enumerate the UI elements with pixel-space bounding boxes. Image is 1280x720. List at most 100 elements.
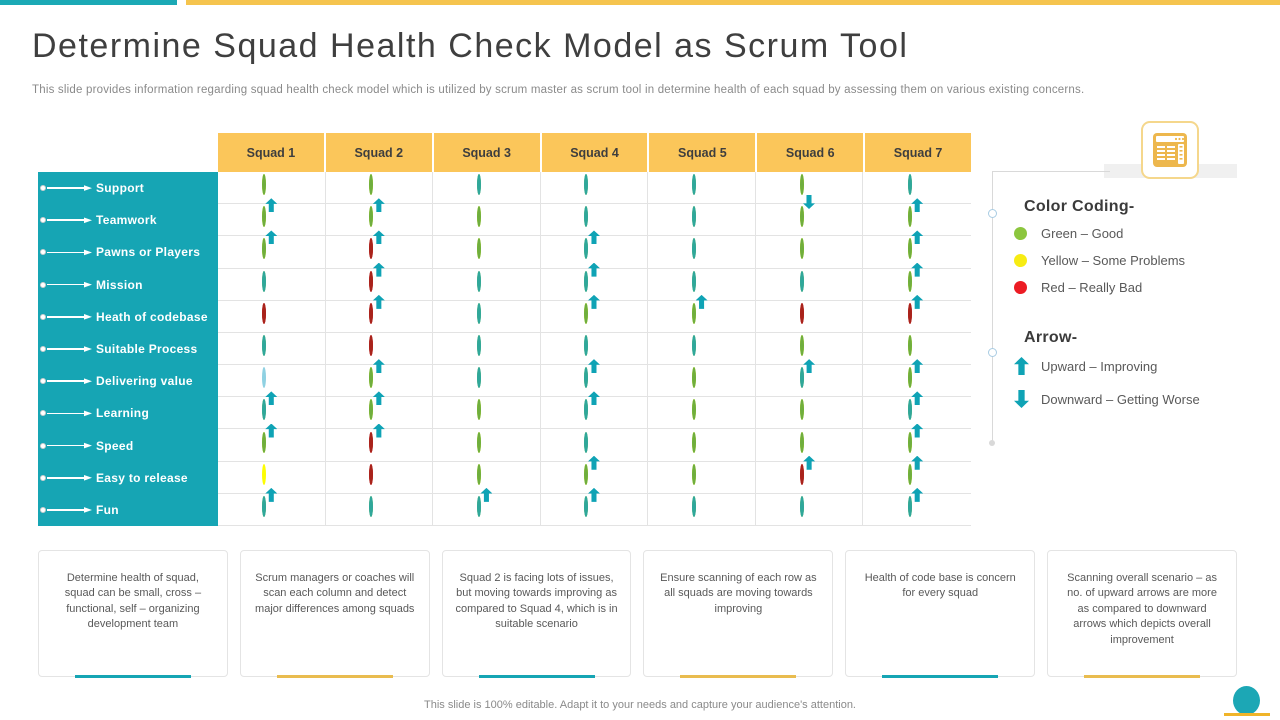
arrow-glyph [1014,357,1029,375]
page-title: Determine Squad Health Check Model as Sc… [32,27,909,65]
table-cell [540,391,649,430]
arrow-right-icon [38,313,96,321]
arrow-head [84,185,92,191]
row-label-text: Heath of codebase [96,309,208,324]
status-dot-green [907,495,912,517]
status-dot-yellow [476,206,481,228]
table-cell [755,236,864,269]
table-cell [755,204,864,237]
connector-end-dot [989,440,995,446]
status-dot-wrap [692,174,711,199]
connector-ring-icon [988,209,997,218]
table-cell [648,236,756,269]
card-accent-bar [680,675,797,678]
status-dot-wrap [476,302,496,328]
status-dot-yellow [369,399,374,421]
legend-item-label: Yellow – Some Problems [1041,253,1186,268]
arrow-dot [40,249,46,256]
arrow-line [47,187,84,189]
row-label: Learning [38,397,218,429]
subtitle: This slide provides information regardin… [32,84,1085,96]
status-dot-wrap [584,431,603,457]
arrow-line [47,380,84,382]
column-header: Squad 1 [218,133,324,172]
insight-card-text: Squad 2 is facing lots of issues, but mo… [455,572,618,631]
row-label-text: Speed [96,438,134,453]
arrow-dot [40,378,46,385]
status-dot-wrap [369,262,388,296]
status-dot-wrap [261,230,281,263]
status-dot-green [584,399,589,421]
legend-connector-vertical [992,171,993,444]
row-label: Heath of codebase [38,301,218,333]
down-arrow-icon [1014,390,1029,408]
status-dot-wrap [907,359,927,392]
row-label: Delivering value [38,365,218,397]
status-dot-wrap [261,367,281,392]
status-dot-wrap [799,455,819,489]
status-dot-wrap [369,334,388,360]
status-dot-wrap [584,487,603,521]
status-dot-wrap [907,487,927,521]
status-dot-yellow [799,238,804,260]
status-dot-wrap [799,431,819,457]
status-dot-wrap [907,294,927,328]
status-dot-green [907,174,912,196]
status-dot-yellow [369,367,374,389]
table-cell [540,172,649,205]
arrow-heading: Arrow- [1024,329,1078,346]
arrow-head [84,442,92,449]
table-cell [755,455,864,494]
status-dot-wrap [907,391,927,424]
card-accent-bar [478,675,595,678]
arrow-legend-items: Upward – Improving Downward – Getting Wor… [1006,357,1272,408]
status-dot-yellow [692,399,697,421]
legend-item-label: Red – Really Bad [1041,280,1143,295]
status-dot-wrap [584,334,603,360]
table-cell [433,236,541,269]
status-dot-green [476,495,481,517]
arrow-head [84,249,92,256]
legend-color-item: Green – Good [1014,226,1272,241]
status-dot-wrap [476,334,496,360]
status-dot-wrap [476,206,496,231]
status-dot-wrap [907,230,927,263]
status-dot-green [584,206,589,228]
status-dot-yellow [692,302,697,324]
status-dot-green [692,270,697,292]
row-label-text: Learning [96,406,150,421]
arrow-dot [40,346,46,353]
row-label: Speed [38,430,218,462]
table-cell [648,429,756,462]
row-label: Mission [38,269,218,301]
status-dot-yellow [907,206,912,228]
status-dot-wrap [799,270,819,296]
status-dot-wrap [584,294,603,328]
legend-item-label: Downward – Getting Worse [1041,391,1200,407]
status-dot-green [692,334,697,356]
arrow-head [84,314,92,320]
status-dot-wrap [261,302,281,328]
arrow-dot [40,281,46,288]
table-cell [540,487,649,526]
status-dot-wrap [369,463,388,489]
row-label: Easy to release [38,462,218,494]
status-dot-wrap [476,463,496,489]
arrow-right-icon [38,345,96,353]
status-dot-wrap [261,270,281,296]
table-cell [218,300,326,333]
table-cell [648,493,756,526]
arrow-right-icon [38,442,96,450]
arrow-line [47,509,84,511]
status-dot-red [907,302,912,324]
status-dot-green [692,206,697,228]
arrow-right-icon [38,248,96,256]
table-cell [433,268,541,301]
table-cell [755,268,864,301]
status-dot-wrap [799,206,819,231]
status-dot-wrap [261,334,281,360]
arrow-line [47,251,84,254]
row-label-text: Easy to release [96,470,188,485]
status-dot-wrap [692,495,711,521]
status-dot-red [799,302,804,324]
